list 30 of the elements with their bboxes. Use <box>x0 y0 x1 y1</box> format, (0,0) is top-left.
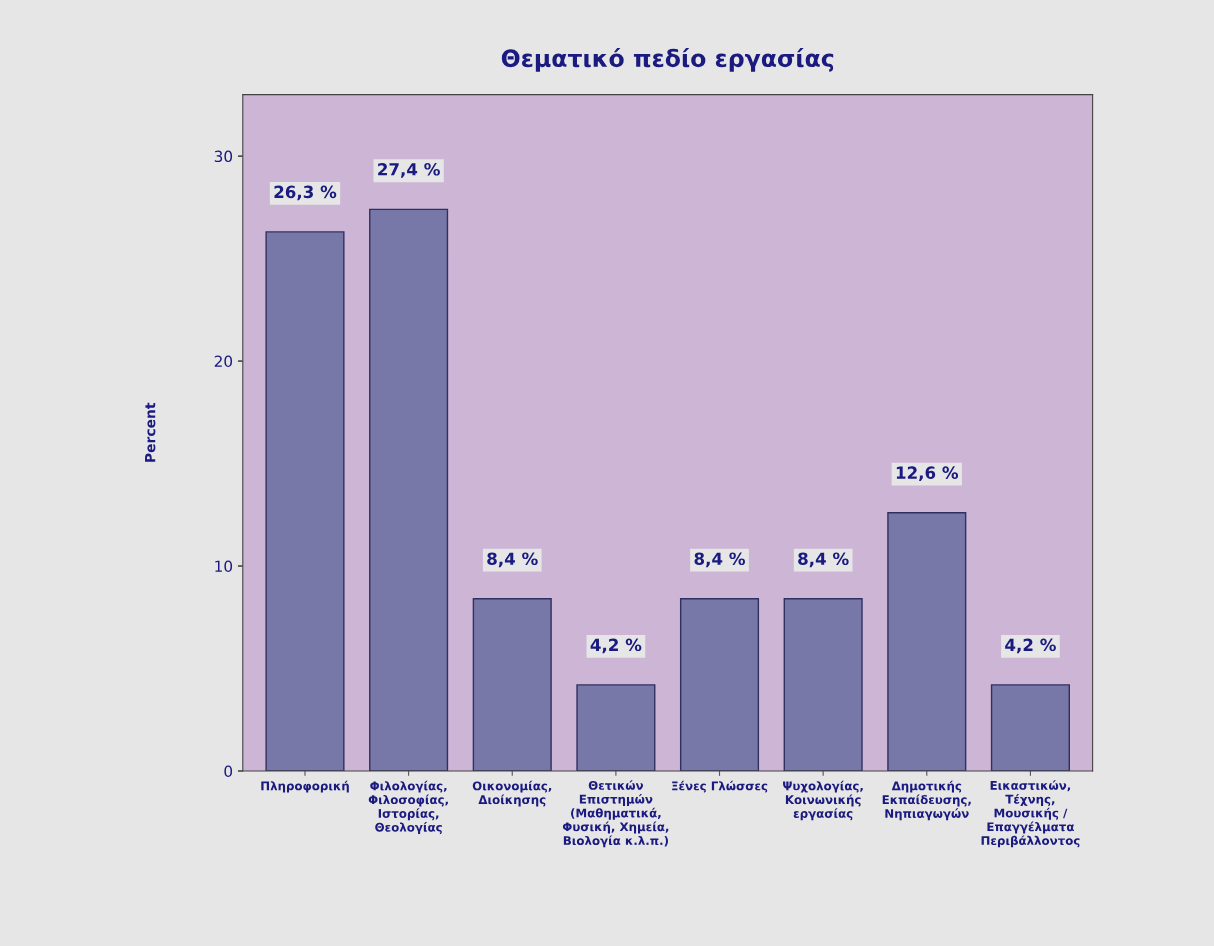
bar <box>265 231 345 771</box>
y-tick-label: 20 <box>214 355 233 368</box>
data-label: 4,2 % <box>1005 638 1056 654</box>
x-tick-label: Πληροφορική <box>261 780 349 793</box>
bar <box>887 512 967 771</box>
bar <box>576 684 656 771</box>
bar <box>783 598 863 771</box>
x-tick-label: Θετικών Επιστημών (Μαθηματικά, Φυσική, Χημεία, Βιολογία κ.λ.π.) <box>562 780 669 848</box>
data-label: 8,4 % <box>798 552 849 568</box>
x-tick-label: Οικονομίας, Διοίκησης <box>472 780 552 807</box>
data-label: 12,6 % <box>896 466 959 482</box>
y-tick-label: 0 <box>224 765 233 778</box>
bar <box>990 684 1070 771</box>
data-label: 8,4 % <box>487 552 538 568</box>
data-label: 8,4 % <box>694 552 745 568</box>
data-label: 27,4 % <box>378 162 440 178</box>
x-tick-label: Δημοτικής Εκπαίδευσης, Νηπιαγωγών <box>882 780 971 821</box>
bar <box>472 598 552 771</box>
x-tick-label: Φιλολογίας, Φιλοσοφίας, Ιστορίας, Θεολογίας <box>368 780 448 834</box>
bar <box>679 598 760 771</box>
x-tick-label: Ξένες Γλώσσες <box>672 780 768 793</box>
bar <box>369 208 449 771</box>
y-tick-label: 10 <box>215 560 233 573</box>
y-axis-title: Percent <box>145 402 156 462</box>
y-tick-label: 30 <box>214 150 233 163</box>
x-tick-label: Ψυχολογίας, Κοινωνικής εργασίας <box>783 780 863 821</box>
x-tick-label: Εικαστικών, Τέχνης, Μουσικής / Επαγγέλματα Περιβάλλοντος <box>981 780 1080 848</box>
data-label: 4,2 % <box>590 638 642 654</box>
chart-title: Θεματικό πεδίο εργασίας <box>501 47 834 72</box>
data-label: 26,3 % <box>274 185 337 201</box>
